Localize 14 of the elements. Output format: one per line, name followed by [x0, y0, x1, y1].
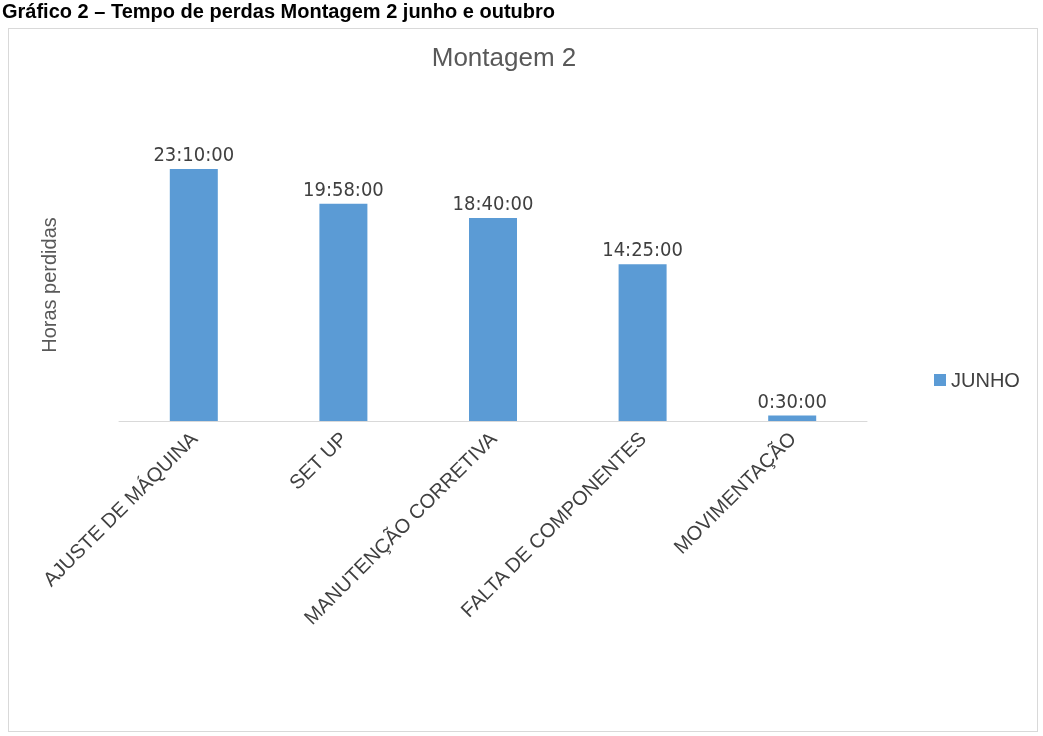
chart-subtitle: Montagem 2 [431, 42, 577, 72]
chart-title: Gráfico 2 – Tempo de perdas Montagem 2 junho e outubro [2, 0, 556, 23]
data-label: 23:10:00 [153, 141, 235, 166]
bar [469, 217, 517, 421]
bar [618, 264, 667, 421]
bar [169, 168, 218, 421]
y-axis-title: Horas perdidas [38, 217, 60, 353]
data-label: 18:40:00 [452, 190, 534, 215]
data-label: 19:58:00 [302, 176, 384, 201]
data-label: 14:25:00 [602, 237, 684, 262]
data-label: 0:30:00 [757, 388, 827, 413]
legend-label: JUNHO [951, 369, 1020, 391]
bar [319, 203, 368, 421]
bar [768, 415, 817, 421]
